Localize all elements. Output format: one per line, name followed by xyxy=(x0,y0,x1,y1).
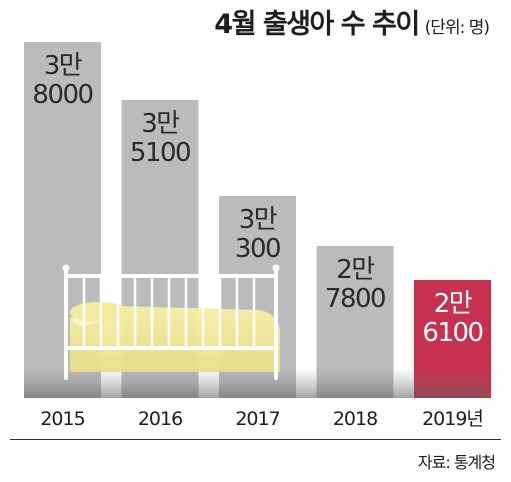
data-label-2017-1: 3만 xyxy=(239,205,277,235)
data-label-2015-1: 3만 xyxy=(44,51,82,81)
x-tick-label-2016: 2016 xyxy=(138,408,182,430)
data-label-2019년-1: 2만 xyxy=(434,289,472,319)
x-axis-baseline xyxy=(10,439,501,440)
data-label-2019년-2: 6100 xyxy=(422,318,482,348)
data-label-2017-2: 300 xyxy=(235,234,280,264)
x-tick-label-2018: 2018 xyxy=(333,408,377,430)
x-tick-label-2015: 2015 xyxy=(40,408,84,430)
crib-illustration xyxy=(62,264,280,380)
data-label-2018-1: 2만 xyxy=(336,255,374,285)
chart-title: 4월 출생아 수 추이 xyxy=(214,9,420,40)
x-tick-label-2017: 2017 xyxy=(235,408,279,430)
data-label-2016-2: 5100 xyxy=(130,138,190,168)
data-label-2016-1: 3만 xyxy=(141,109,179,139)
bar-chart: 3만800020153만510020163만30020172만780020182… xyxy=(24,42,491,430)
chart-header: 4월 출생아 수 추이 (단위: 명) xyxy=(0,2,511,42)
data-label-2018-2: 7800 xyxy=(325,284,385,314)
floor-shadow xyxy=(24,368,487,398)
data-label-2015-2: 8000 xyxy=(32,80,92,110)
x-tick-label-2019년: 2019년 xyxy=(422,408,483,430)
unit-label: (단위: 명) xyxy=(424,18,490,38)
labels-group: 3만800020153만510020163만30020172만780020182… xyxy=(32,51,484,430)
source-note: 자료: 통계청 xyxy=(417,453,496,472)
